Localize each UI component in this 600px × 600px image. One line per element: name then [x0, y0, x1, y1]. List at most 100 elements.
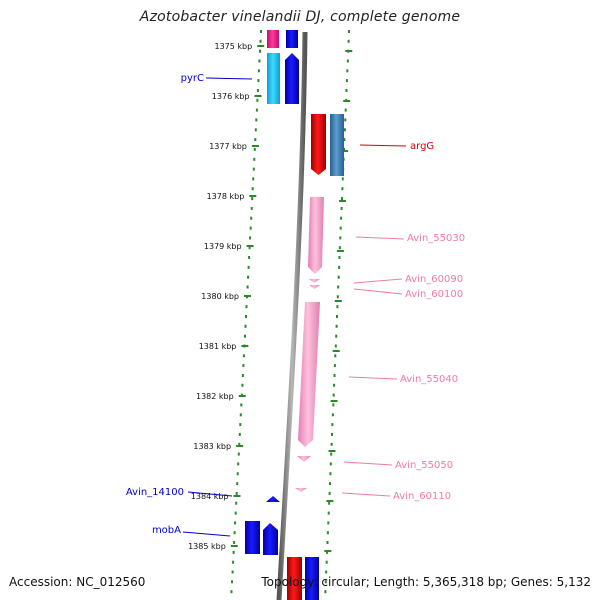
track-dot-left	[246, 285, 249, 289]
gene-Avin_55040[interactable]	[298, 302, 320, 447]
track-dot-right	[336, 305, 339, 309]
gene-Avin_14100[interactable]	[266, 496, 280, 502]
gene-blue-bottom[interactable]	[305, 557, 319, 600]
tick-mark	[249, 195, 257, 197]
track-dot-left	[250, 206, 253, 210]
track-dot-left	[240, 403, 243, 407]
gene-blue-pyrC[interactable]	[285, 53, 299, 104]
genome-backbone	[276, 31, 308, 600]
track-dot-left	[242, 354, 245, 358]
label-pyrC[interactable]: pyrC	[181, 73, 204, 84]
gene-blue-mobA[interactable]	[263, 523, 278, 555]
track-dot-left	[249, 236, 252, 240]
track-dot-right	[328, 491, 331, 495]
tick-mark-right	[339, 200, 346, 202]
track-dot-right	[344, 108, 347, 112]
track-dot-right	[340, 206, 343, 210]
track-dot-right	[343, 138, 346, 142]
track-dot-right	[337, 275, 340, 279]
track-dot-right	[325, 570, 328, 574]
track-dot-right	[345, 89, 348, 92]
label-Avin_55030[interactable]: Avin_55030	[407, 233, 465, 244]
track-dot-left	[232, 550, 235, 554]
track-dot-right	[329, 472, 332, 476]
gene-Avin_60110[interactable]	[295, 488, 307, 492]
gene-steel[interactable]	[330, 114, 344, 176]
track-dot-right	[334, 344, 337, 348]
tick-label: 1385 kbp	[188, 542, 226, 551]
track-dot-right	[347, 39, 350, 43]
track-dot-right	[344, 118, 347, 122]
label-argG[interactable]: argG	[410, 141, 434, 152]
track-dot-left	[257, 69, 260, 73]
label-Avin_55050[interactable]: Avin_55050	[395, 460, 453, 471]
genes	[245, 30, 344, 600]
track-dot-left	[248, 256, 251, 259]
track-dot-right	[331, 413, 334, 417]
gene-Avin_60100[interactable]	[309, 285, 320, 289]
gene-mobA[interactable]	[245, 521, 260, 554]
track-dot-left	[231, 580, 233, 584]
track-dot-left	[251, 197, 254, 201]
track-dot-left	[235, 491, 238, 495]
track-dot-left	[258, 59, 261, 63]
tick-mark	[251, 145, 259, 147]
track-dot-left	[241, 383, 244, 387]
track-dot-right	[338, 256, 341, 259]
track-dot-right	[334, 354, 337, 358]
gene-red-bottom[interactable]	[287, 557, 302, 600]
track-dot-right	[340, 216, 343, 220]
track-dot-right	[336, 315, 338, 318]
tick-label: 1382 kbp	[196, 392, 234, 401]
tick-mark-right	[343, 100, 351, 102]
track-dot-right	[346, 59, 349, 63]
gene-argG[interactable]	[311, 114, 326, 175]
gene-Avin_55050[interactable]	[297, 456, 311, 462]
tick-mark-right	[324, 550, 332, 552]
track-dot-right	[333, 374, 336, 377]
track-dot-left	[244, 334, 246, 338]
tick-mark	[230, 545, 238, 547]
track-dot-left	[252, 177, 255, 181]
track-dot-right	[346, 69, 349, 73]
track-dot-right	[343, 128, 346, 132]
track-dot-left	[254, 138, 257, 142]
tick-label: 1376 kbp	[212, 92, 250, 101]
tick-mark	[233, 495, 241, 497]
gene-blue-top[interactable]	[286, 30, 298, 48]
label-Avin_60090[interactable]: Avin_60090	[405, 274, 463, 285]
label-Avin_14100[interactable]: Avin_14100	[126, 487, 184, 498]
gene-Avin_60090[interactable]	[309, 279, 320, 283]
gene-magenta-top[interactable]	[267, 30, 279, 48]
track-dot-left	[237, 462, 240, 466]
label-Avin_55040[interactable]: Avin_55040	[400, 374, 458, 385]
track-dot-right	[339, 236, 342, 240]
track-dot-left	[236, 472, 239, 476]
tick-mark	[257, 45, 265, 47]
track-dot-left	[250, 216, 253, 220]
tick-mark	[236, 445, 244, 447]
tick-mark-right	[332, 350, 340, 352]
gene-Avin_55030[interactable]	[308, 197, 324, 274]
topology-text: Topology: circular; Length: 5,365,318 bp…	[261, 575, 591, 589]
tick-mark-right	[336, 250, 344, 252]
kbp-ticks: 1375 kbp 1376 kbp 1377 kbp 1378 kbp 1379 kbp…	[188, 42, 353, 552]
tick-label: 1379 kbp	[204, 242, 242, 251]
label-mobA[interactable]: mobA	[152, 525, 181, 536]
gene-pyrC[interactable]	[267, 53, 280, 104]
track-dot-left	[259, 49, 261, 53]
track-dot-left	[234, 521, 237, 525]
track-dot-left	[256, 89, 259, 92]
label-Avin_60110[interactable]: Avin_60110	[393, 491, 451, 502]
track-dot-left	[256, 98, 259, 102]
track-dot-left	[241, 374, 244, 377]
track-dot-right	[332, 393, 335, 397]
track-dot-right	[324, 580, 327, 584]
track-dot-right	[348, 30, 350, 33]
track-dot-right	[337, 285, 340, 289]
track-dot-left	[244, 324, 247, 328]
track-dot-right	[339, 226, 342, 230]
track-dot-left	[245, 305, 248, 309]
label-Avin_60100[interactable]: Avin_60100	[405, 289, 463, 300]
